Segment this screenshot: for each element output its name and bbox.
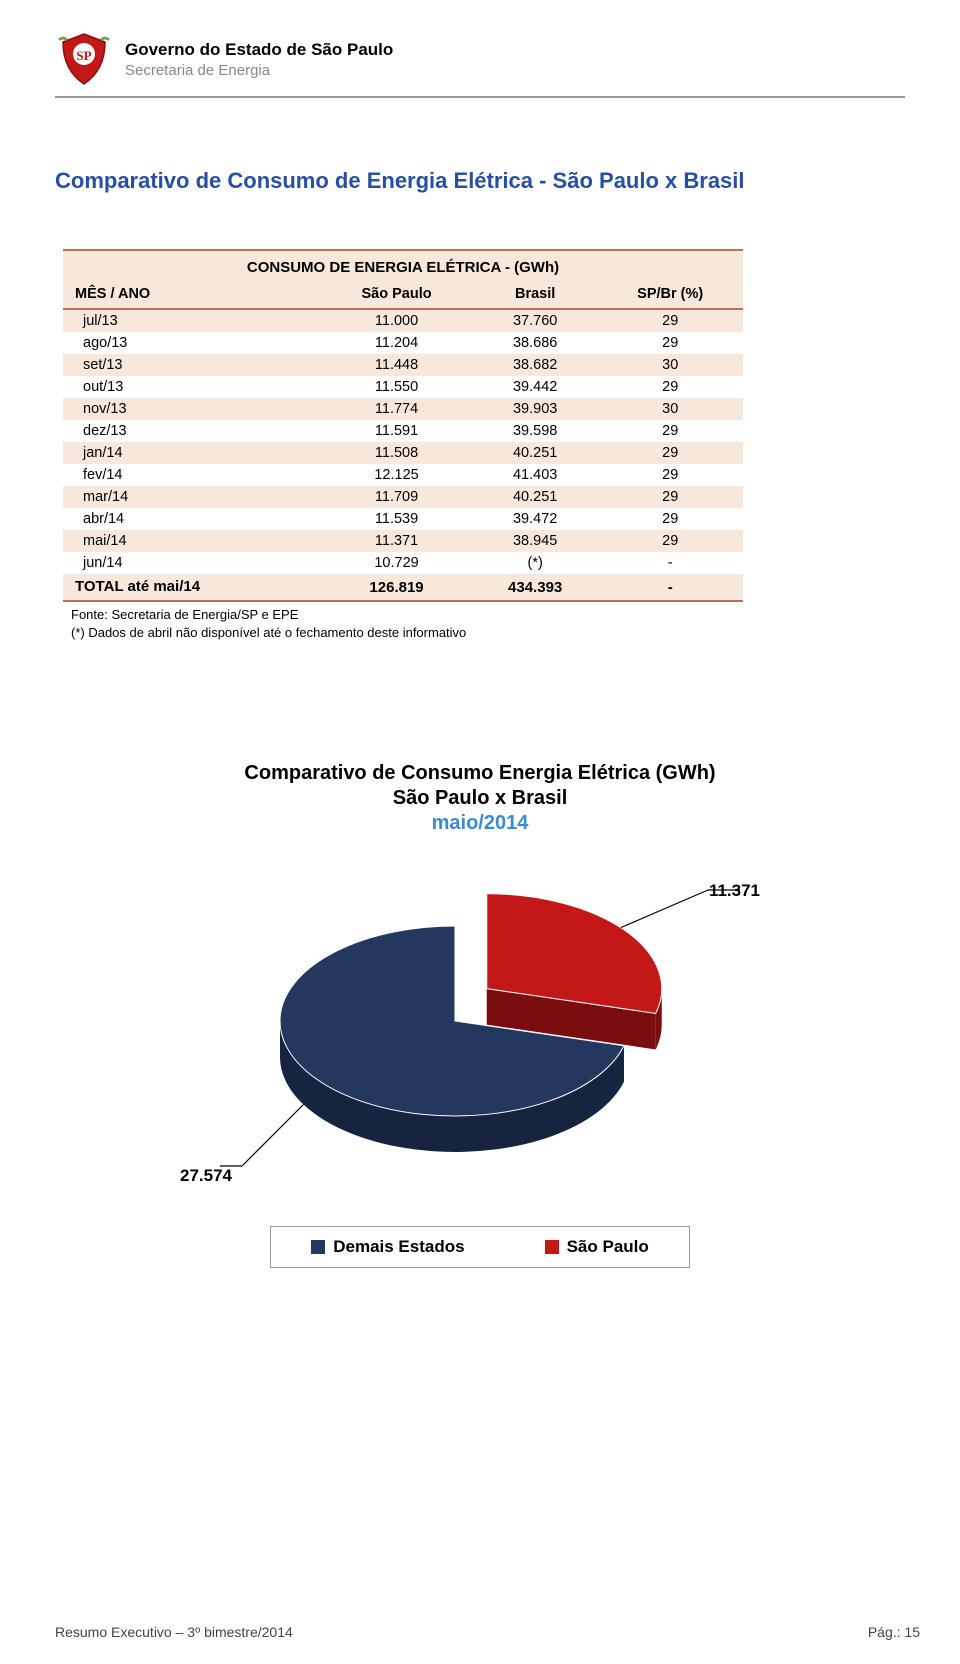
cell-month: jun/14	[63, 552, 320, 574]
cell-month: jan/14	[63, 442, 320, 464]
page-header: SP Governo do Estado de São Paulo Secret…	[55, 30, 905, 88]
cell-month: abr/14	[63, 508, 320, 530]
cell-month: mar/14	[63, 486, 320, 508]
table-row: set/1311.44838.68230	[63, 354, 743, 376]
cell-pct: 30	[597, 398, 743, 420]
cell-pct: 29	[597, 508, 743, 530]
pie-chart: 11.371 27.574	[220, 866, 740, 1186]
footnote-1: Fonte: Secretaria de Energia/SP e EPE	[71, 606, 743, 624]
cell-pct: 29	[597, 530, 743, 552]
cell-month: fev/14	[63, 464, 320, 486]
table-row: dez/1311.59139.59829	[63, 420, 743, 442]
cell-pct: 29	[597, 464, 743, 486]
footer-right: Pág.: 15	[868, 1624, 920, 1640]
cell-sp: 12.125	[320, 464, 473, 486]
pie-chart-area: Comparativo de Consumo Energia Elétrica …	[55, 761, 905, 1281]
table-row: abr/1411.53939.47229	[63, 508, 743, 530]
cell-br: (*)	[473, 552, 598, 574]
table-row: mai/1411.37138.94529	[63, 530, 743, 552]
consumption-table: CONSUMO DE ENERGIA ELÉTRICA - (GWh) MÊS …	[63, 249, 743, 641]
cell-br: 40.251	[473, 486, 598, 508]
cell-pct: 29	[597, 486, 743, 508]
total-sp: 126.819	[320, 574, 473, 601]
cell-br: 40.251	[473, 442, 598, 464]
cell-month: mai/14	[63, 530, 320, 552]
cell-sp: 11.591	[320, 420, 473, 442]
cell-sp: 11.204	[320, 332, 473, 354]
cell-pct: -	[597, 552, 743, 574]
chart-title-l3: maio/2014	[55, 811, 905, 836]
cell-sp: 11.508	[320, 442, 473, 464]
cell-br: 41.403	[473, 464, 598, 486]
cell-sp: 11.709	[320, 486, 473, 508]
table-row: jun/1410.729(*)-	[63, 552, 743, 574]
chart-title-l2: São Paulo x Brasil	[55, 786, 905, 811]
legend-swatch-sp	[545, 1240, 559, 1254]
header-gov: Governo do Estado de São Paulo	[125, 40, 393, 60]
th-br: Brasil	[473, 282, 598, 309]
cell-pct: 30	[597, 354, 743, 376]
table-row: ago/1311.20438.68629	[63, 332, 743, 354]
svg-text:SP: SP	[76, 48, 91, 63]
table-row: fev/1412.12541.40329	[63, 464, 743, 486]
cell-br: 39.903	[473, 398, 598, 420]
cell-month: jul/13	[63, 309, 320, 332]
cell-br: 39.472	[473, 508, 598, 530]
cell-month: nov/13	[63, 398, 320, 420]
table-title: CONSUMO DE ENERGIA ELÉTRICA - (GWh)	[63, 250, 743, 282]
total-br: 434.393	[473, 574, 598, 601]
header-sec: Secretaria de Energia	[125, 62, 393, 79]
cell-br: 39.598	[473, 420, 598, 442]
coat-of-arms-icon: SP	[55, 30, 113, 88]
cell-sp: 11.000	[320, 309, 473, 332]
legend-demais: Demais Estados	[333, 1237, 464, 1257]
th-month: MÊS / ANO	[63, 282, 320, 309]
cell-month: set/13	[63, 354, 320, 376]
cell-sp: 11.371	[320, 530, 473, 552]
total-label: TOTAL até mai/14	[63, 574, 320, 601]
cell-br: 38.945	[473, 530, 598, 552]
pie-label-sp: 11.371	[709, 881, 760, 901]
cell-sp: 10.729	[320, 552, 473, 574]
cell-sp: 11.774	[320, 398, 473, 420]
legend-swatch-demais	[311, 1240, 325, 1254]
cell-month: ago/13	[63, 332, 320, 354]
footer-left: Resumo Executivo – 3º bimestre/2014	[55, 1624, 293, 1640]
table-row: mar/1411.70940.25129	[63, 486, 743, 508]
chart-legend: Demais Estados São Paulo	[270, 1226, 690, 1268]
cell-pct: 29	[597, 376, 743, 398]
cell-sp: 11.550	[320, 376, 473, 398]
table-row: jan/1411.50840.25129	[63, 442, 743, 464]
cell-month: dez/13	[63, 420, 320, 442]
table-row: out/1311.55039.44229	[63, 376, 743, 398]
table-row: jul/1311.00037.76029	[63, 309, 743, 332]
page-title: Comparativo de Consumo de Energia Elétri…	[55, 168, 905, 194]
page-footer: Resumo Executivo – 3º bimestre/2014 Pág.…	[55, 1624, 920, 1640]
footnote-2: (*) Dados de abril não disponível até o …	[71, 624, 743, 642]
cell-br: 38.682	[473, 354, 598, 376]
cell-br: 38.686	[473, 332, 598, 354]
pie-label-demais: 27.574	[180, 1166, 232, 1186]
cell-pct: 29	[597, 309, 743, 332]
cell-pct: 29	[597, 420, 743, 442]
cell-sp: 11.448	[320, 354, 473, 376]
th-sp: São Paulo	[320, 282, 473, 309]
cell-br: 37.760	[473, 309, 598, 332]
cell-br: 39.442	[473, 376, 598, 398]
chart-title-l1: Comparativo de Consumo Energia Elétrica …	[55, 761, 905, 786]
header-divider	[55, 96, 905, 98]
cell-sp: 11.539	[320, 508, 473, 530]
cell-month: out/13	[63, 376, 320, 398]
cell-pct: 29	[597, 442, 743, 464]
table-row: nov/1311.77439.90330	[63, 398, 743, 420]
th-pct: SP/Br (%)	[597, 282, 743, 309]
cell-pct: 29	[597, 332, 743, 354]
total-pct: -	[597, 574, 743, 601]
legend-sp: São Paulo	[567, 1237, 649, 1257]
